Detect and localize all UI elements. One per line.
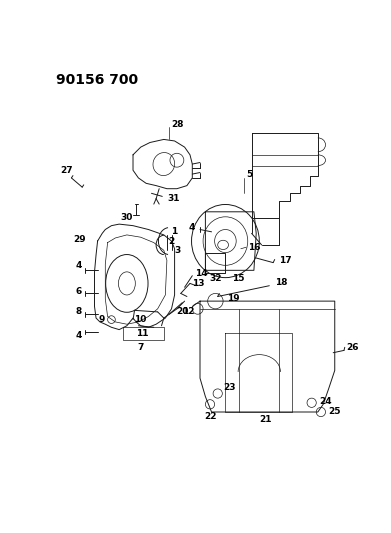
Text: 4: 4	[76, 330, 82, 340]
Text: 6: 6	[76, 287, 82, 296]
Text: 20: 20	[176, 308, 188, 317]
Text: 31: 31	[167, 194, 179, 203]
Text: 3: 3	[175, 246, 181, 255]
Text: 5: 5	[246, 171, 253, 179]
Text: 14: 14	[195, 269, 207, 278]
Text: 12: 12	[182, 308, 195, 317]
Text: 32: 32	[209, 273, 222, 282]
Text: 27: 27	[61, 166, 73, 175]
Text: 16: 16	[249, 243, 261, 252]
Text: 2: 2	[169, 237, 175, 246]
Text: 23: 23	[223, 383, 236, 392]
Text: 28: 28	[172, 119, 184, 128]
Text: 25: 25	[328, 408, 341, 416]
Text: 9: 9	[99, 315, 105, 324]
Text: 4: 4	[76, 261, 82, 270]
Text: 17: 17	[279, 256, 292, 265]
Text: 11: 11	[136, 329, 149, 338]
Text: 15: 15	[232, 273, 245, 282]
Text: 13: 13	[192, 279, 205, 288]
Text: 19: 19	[227, 294, 240, 303]
Text: 8: 8	[76, 308, 82, 317]
Text: 4: 4	[188, 223, 195, 232]
Text: 30: 30	[121, 213, 133, 222]
Text: 26: 26	[346, 343, 359, 352]
Text: 18: 18	[275, 278, 287, 287]
Text: 1: 1	[172, 227, 178, 236]
Text: 29: 29	[73, 235, 85, 244]
Text: 90156 700: 90156 700	[56, 73, 138, 87]
Text: 21: 21	[259, 415, 272, 424]
Text: 7: 7	[138, 343, 144, 352]
Text: 22: 22	[204, 412, 216, 421]
Text: 10: 10	[135, 315, 147, 324]
Text: 24: 24	[319, 397, 332, 406]
